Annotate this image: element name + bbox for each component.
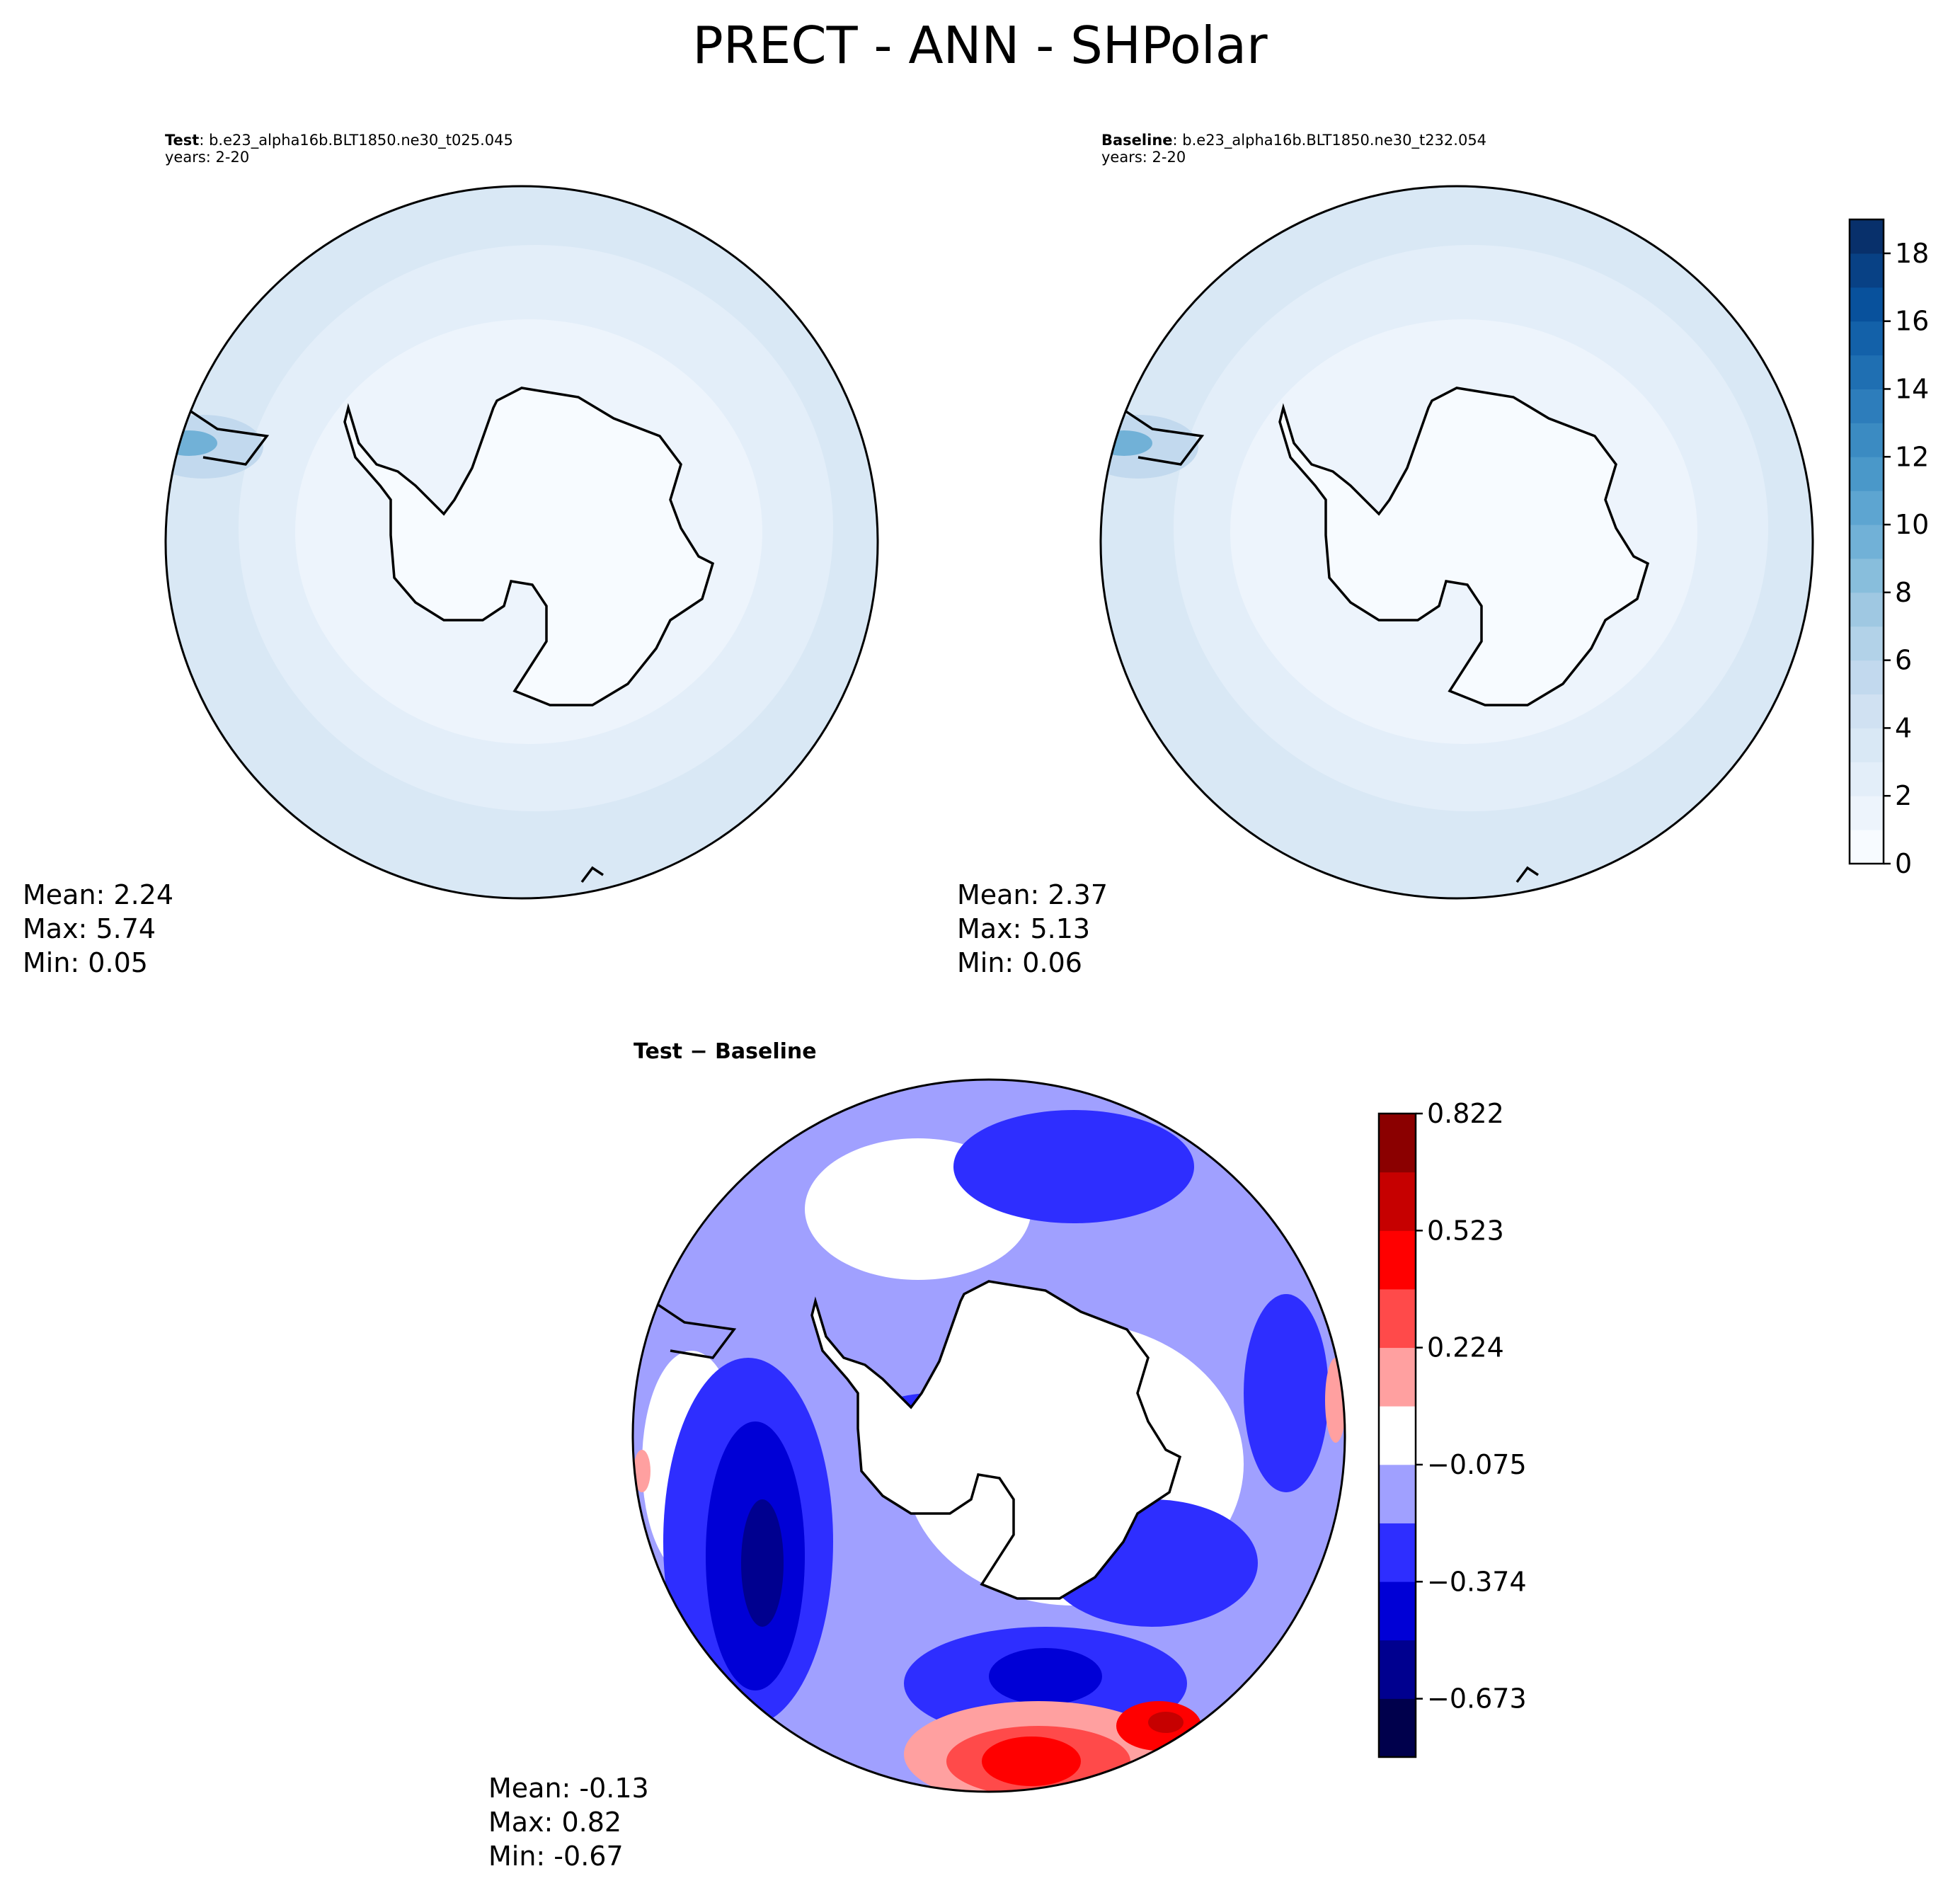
- precip-colorbar-segment: [1850, 592, 1884, 627]
- diff-colorbar-segment: [1379, 1230, 1416, 1290]
- baseline-min: Min: 0.06: [957, 947, 1082, 978]
- precip-colorbar-segment: [1850, 389, 1884, 423]
- precip-colorbar-segment: [1850, 321, 1884, 356]
- precip-colorbar-segment: [1850, 287, 1884, 322]
- diff-colorbar-tick-label: −0.374: [1427, 1566, 1527, 1597]
- baseline-case-name: : b.e23_alpha16b.BLT1850.ne30_t232.054: [1172, 132, 1487, 149]
- diff-colorbar-segment: [1379, 1464, 1416, 1523]
- precip-colorbar-tick-label: 6: [1895, 645, 1912, 676]
- precip-colorbar-segment: [1850, 694, 1884, 728]
- precip-colorbar-tick-label: 14: [1895, 373, 1929, 404]
- diff-mean: Mean: -0.13: [488, 1773, 649, 1804]
- precip-colorbar-segment: [1850, 491, 1884, 525]
- precip-colorbar-segment: [1850, 525, 1884, 559]
- diff-colorbar-segment: [1379, 1288, 1416, 1349]
- baseline-panel-title: Baseline: b.e23_alpha16b.BLT1850.ne30_t2…: [1101, 132, 1486, 166]
- test-map-south-america-coastline: [174, 399, 270, 466]
- diff-colorbar-segment: [1379, 1640, 1416, 1699]
- precip-colorbar-frame: [1848, 218, 1885, 865]
- baseline-map-storm-core: [1101, 430, 1152, 456]
- baseline-years: years: 2-20: [1101, 149, 1186, 166]
- precip-colorbar-segment: [1850, 728, 1884, 762]
- test-map-storm-core: [166, 430, 217, 456]
- diff-colorbar: −0.673 −0.374 −0.075 0.224 0.523 0.822: [1377, 1098, 1527, 1758]
- baseline-map: [1101, 186, 1813, 898]
- precip-colorbar-segment: [1850, 558, 1884, 593]
- precip-colorbar-segment: [1850, 423, 1884, 457]
- test-map-boundary: [164, 185, 879, 900]
- diff-max: Max: 0.82: [488, 1807, 622, 1838]
- precip-colorbar-segment: [1850, 626, 1884, 661]
- precip-colorbar-tick-label: 18: [1895, 238, 1929, 269]
- precip-colorbar-segment: [1850, 830, 1884, 864]
- diff-positive-patch-northwest: [638, 1225, 688, 1250]
- baseline-stats: Mean: 2.37 Max: 5.13 Min: 0.06: [957, 878, 1108, 980]
- precip-colorbar-segment: [1850, 762, 1884, 796]
- precip-colorbar-segment: [1850, 355, 1884, 389]
- diff-colorbar-tick-label: −0.075: [1427, 1449, 1527, 1480]
- diff-colorbar-segment: [1379, 1581, 1416, 1641]
- precip-colorbar-tick-label: 16: [1895, 306, 1929, 337]
- test-map: [166, 186, 878, 898]
- baseline-label: Baseline: [1101, 132, 1173, 149]
- precip-colorbar-segment: [1850, 796, 1884, 830]
- diff-colorbar-tick-label: 0.822: [1427, 1098, 1504, 1129]
- precip-colorbar: 0 2 4 6 8 10 12 14 16 18: [1848, 218, 1929, 879]
- diff-negative-patch-east: [1244, 1294, 1329, 1492]
- precip-colorbar-tick-label: 2: [1895, 780, 1912, 811]
- diff-colorbar-segment: [1379, 1347, 1416, 1407]
- precip-colorbar-segment: [1850, 253, 1884, 288]
- diff-stats: Mean: -0.13 Max: 0.82 Min: -0.67: [488, 1771, 649, 1873]
- test-max: Max: 5.74: [23, 913, 156, 944]
- precip-colorbar-segment: [1850, 660, 1884, 695]
- diff-strong-negative-south: [989, 1648, 1102, 1705]
- precip-colorbar-tick-label: 4: [1895, 712, 1912, 743]
- test-years: years: 2-20: [165, 149, 250, 166]
- figure-title: PRECT - ANN - SHPolar: [692, 16, 1268, 75]
- diff-colorbar-segment: [1379, 1114, 1416, 1173]
- precip-colorbar-tick-label: 10: [1895, 509, 1929, 540]
- baseline-map-south-america-coastline: [1109, 399, 1205, 466]
- test-min: Min: 0.05: [23, 947, 148, 978]
- diff-colorbar-tick-label: −0.673: [1427, 1683, 1527, 1715]
- test-map-coastline-fragment: [580, 866, 604, 883]
- test-stats: Mean: 2.24 Max: 5.74 Min: 0.05: [23, 878, 173, 980]
- test-label: Test: [165, 132, 200, 149]
- baseline-map-coastline-fragment: [1515, 866, 1539, 883]
- diff-colorbar-segment: [1379, 1406, 1416, 1465]
- baseline-mean: Mean: 2.37: [957, 879, 1108, 910]
- precip-colorbar-segment: [1850, 457, 1884, 491]
- diff-map: [633, 1080, 1345, 1792]
- test-panel-title: Test: b.e23_alpha16b.BLT1850.ne30_t025.0…: [165, 132, 513, 166]
- diff-colorbar-tick-label: 0.224: [1427, 1332, 1504, 1363]
- diff-colorbar-tick-label: 0.523: [1427, 1215, 1504, 1246]
- diff-negative-patch-north: [953, 1110, 1194, 1223]
- precip-colorbar-tick-label: 0: [1895, 848, 1912, 879]
- precip-colorbar-tick-label: 8: [1895, 577, 1912, 608]
- diff-min: Min: -0.67: [488, 1841, 624, 1872]
- baseline-max: Max: 5.13: [957, 913, 1091, 944]
- diff-map-boundary: [631, 1078, 1346, 1793]
- baseline-map-boundary: [1099, 185, 1814, 900]
- diff-colorbar-frame: [1377, 1112, 1417, 1758]
- diff-positive-south-strong: [982, 1737, 1081, 1786]
- test-case-name: : b.e23_alpha16b.BLT1850.ne30_t025.045: [199, 132, 513, 149]
- diff-colorbar-segment: [1379, 1698, 1416, 1758]
- diff-positive-southeast-peak: [1148, 1712, 1184, 1733]
- diff-map-south-america-coastline: [641, 1293, 737, 1359]
- precip-colorbar-tick-label: 12: [1895, 441, 1929, 472]
- diff-extreme-negative-southwest: [741, 1499, 784, 1627]
- diff-colorbar-segment: [1379, 1523, 1416, 1582]
- diff-positive-patch-west: [634, 1450, 651, 1492]
- test-mean: Mean: 2.24: [23, 879, 174, 910]
- precip-colorbar-segment: [1850, 219, 1884, 254]
- diff-panel-title: Test − Baseline: [634, 1039, 817, 1064]
- diff-colorbar-segment: [1379, 1172, 1416, 1231]
